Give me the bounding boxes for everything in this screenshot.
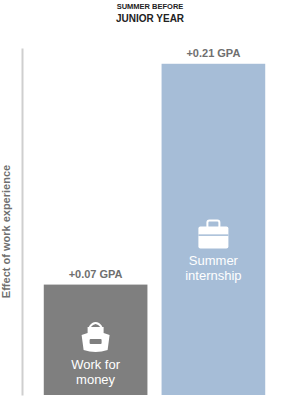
category-label: Summerinternship xyxy=(185,253,241,283)
icon xyxy=(82,323,110,352)
data-label: +0.07 GPA xyxy=(69,268,123,280)
icon-shape xyxy=(90,339,102,344)
chart: SUMMER BEFORE JUNIOR YEAR Effect of work e… xyxy=(0,0,299,403)
data-label: +0.21 GPA xyxy=(186,47,240,59)
subtitle: JUNIOR YEAR xyxy=(116,13,185,24)
title: SUMMER BEFORE xyxy=(117,2,184,11)
category-label-line: Summer xyxy=(189,253,239,268)
icon-shape xyxy=(82,327,110,352)
icon-shape xyxy=(90,323,102,327)
category-label: Work formoney xyxy=(71,357,121,387)
bar xyxy=(162,64,266,395)
icon-shape xyxy=(198,234,228,236)
axis-line xyxy=(22,49,24,396)
category-label-line: money xyxy=(76,372,116,387)
y-axis xyxy=(22,49,23,396)
bar-contents: Work formoney +0.07 GPA Summerinternship +0… xyxy=(69,47,242,387)
bars xyxy=(44,64,265,395)
icon-shape xyxy=(198,226,228,248)
icon xyxy=(198,220,228,248)
category-label-line: Work for xyxy=(71,357,121,372)
bar xyxy=(44,285,148,395)
y-axis-title: Effect of work experience xyxy=(0,165,12,298)
category-label-line: internship xyxy=(185,268,241,283)
